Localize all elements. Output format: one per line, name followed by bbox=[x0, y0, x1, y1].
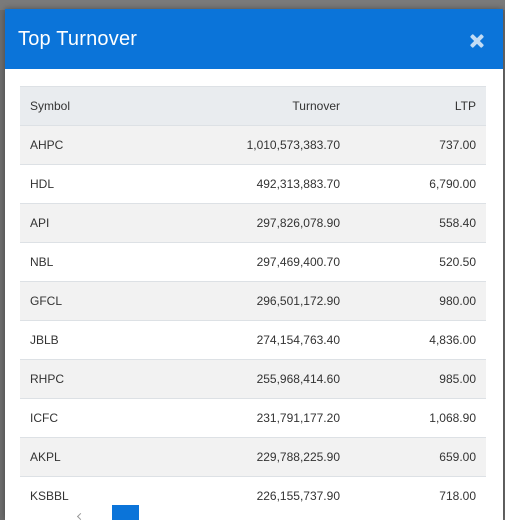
table-row[interactable]: HDL 492,313,883.70 6,790.00 bbox=[20, 164, 486, 204]
cell-turnover: 229,788,225.90 bbox=[160, 437, 350, 477]
cell-symbol: ICFC bbox=[20, 398, 160, 438]
close-icon[interactable] bbox=[467, 31, 487, 51]
cell-turnover: 492,313,883.70 bbox=[160, 164, 350, 204]
table-row[interactable]: ICFC 231,791,177.20 1,068.90 bbox=[20, 398, 486, 438]
cell-turnover: 255,968,414.60 bbox=[160, 359, 350, 399]
cell-symbol: JBLB bbox=[20, 320, 160, 360]
modal-title: Top Turnover bbox=[18, 27, 138, 50]
cell-symbol: RHPC bbox=[20, 359, 160, 399]
table-row[interactable]: AHPC 1,010,573,383.70 737.00 bbox=[20, 125, 486, 165]
cell-symbol: API bbox=[20, 203, 160, 243]
table-row[interactable]: API 297,826,078.90 558.40 bbox=[20, 203, 486, 243]
column-header-ltp[interactable]: LTP bbox=[350, 86, 486, 126]
turnover-table: Symbol Turnover LTP AHPC 1,010,573,383.7… bbox=[20, 86, 486, 515]
cell-ltp: 737.00 bbox=[350, 125, 486, 165]
cell-ltp: 659.00 bbox=[350, 437, 486, 477]
cell-turnover: 297,469,400.70 bbox=[160, 242, 350, 282]
table-row[interactable]: AKPL 229,788,225.90 659.00 bbox=[20, 437, 486, 477]
cell-ltp: 520.50 bbox=[350, 242, 486, 282]
cell-turnover: 231,791,177.20 bbox=[160, 398, 350, 438]
turnover-table-container: Symbol Turnover LTP AHPC 1,010,573,383.7… bbox=[20, 86, 486, 515]
top-turnover-modal: Top Turnover Symbol Turnover LTP AHPC 1,… bbox=[5, 9, 503, 520]
cell-turnover: 226,155,737.90 bbox=[160, 476, 350, 515]
cell-ltp: 4,836.00 bbox=[350, 320, 486, 360]
cell-symbol: AKPL bbox=[20, 437, 160, 477]
cell-ltp: 1,068.90 bbox=[350, 398, 486, 438]
cell-ltp: 6,790.00 bbox=[350, 164, 486, 204]
table-row[interactable]: NBL 297,469,400.70 520.50 bbox=[20, 242, 486, 282]
cell-symbol: HDL bbox=[20, 164, 160, 204]
cell-symbol: AHPC bbox=[20, 125, 160, 165]
table-row[interactable]: GFCL 296,501,172.90 980.00 bbox=[20, 281, 486, 321]
column-header-symbol[interactable]: Symbol bbox=[20, 86, 160, 126]
cell-symbol: KSBBL bbox=[20, 476, 160, 515]
table-row[interactable]: RHPC 255,968,414.60 985.00 bbox=[20, 359, 486, 399]
cell-symbol: GFCL bbox=[20, 281, 160, 321]
column-header-turnover[interactable]: Turnover bbox=[160, 86, 350, 126]
cell-ltp: 718.00 bbox=[350, 476, 486, 515]
cell-symbol: NBL bbox=[20, 242, 160, 282]
cell-ltp: 980.00 bbox=[350, 281, 486, 321]
table-row[interactable]: KSBBL 226,155,737.90 718.00 bbox=[20, 476, 486, 515]
pagination-prev-icon[interactable] bbox=[75, 512, 87, 520]
page-backdrop bbox=[0, 0, 505, 10]
cell-ltp: 558.40 bbox=[350, 203, 486, 243]
table-row[interactable]: JBLB 274,154,763.40 4,836.00 bbox=[20, 320, 486, 360]
table-header-row: Symbol Turnover LTP bbox=[20, 86, 486, 126]
cell-ltp: 985.00 bbox=[350, 359, 486, 399]
cell-turnover: 297,826,078.90 bbox=[160, 203, 350, 243]
cell-turnover: 296,501,172.90 bbox=[160, 281, 350, 321]
cell-turnover: 1,010,573,383.70 bbox=[160, 125, 350, 165]
modal-header: Top Turnover bbox=[5, 9, 503, 69]
cell-turnover: 274,154,763.40 bbox=[160, 320, 350, 360]
pagination-current-page[interactable] bbox=[112, 505, 139, 520]
